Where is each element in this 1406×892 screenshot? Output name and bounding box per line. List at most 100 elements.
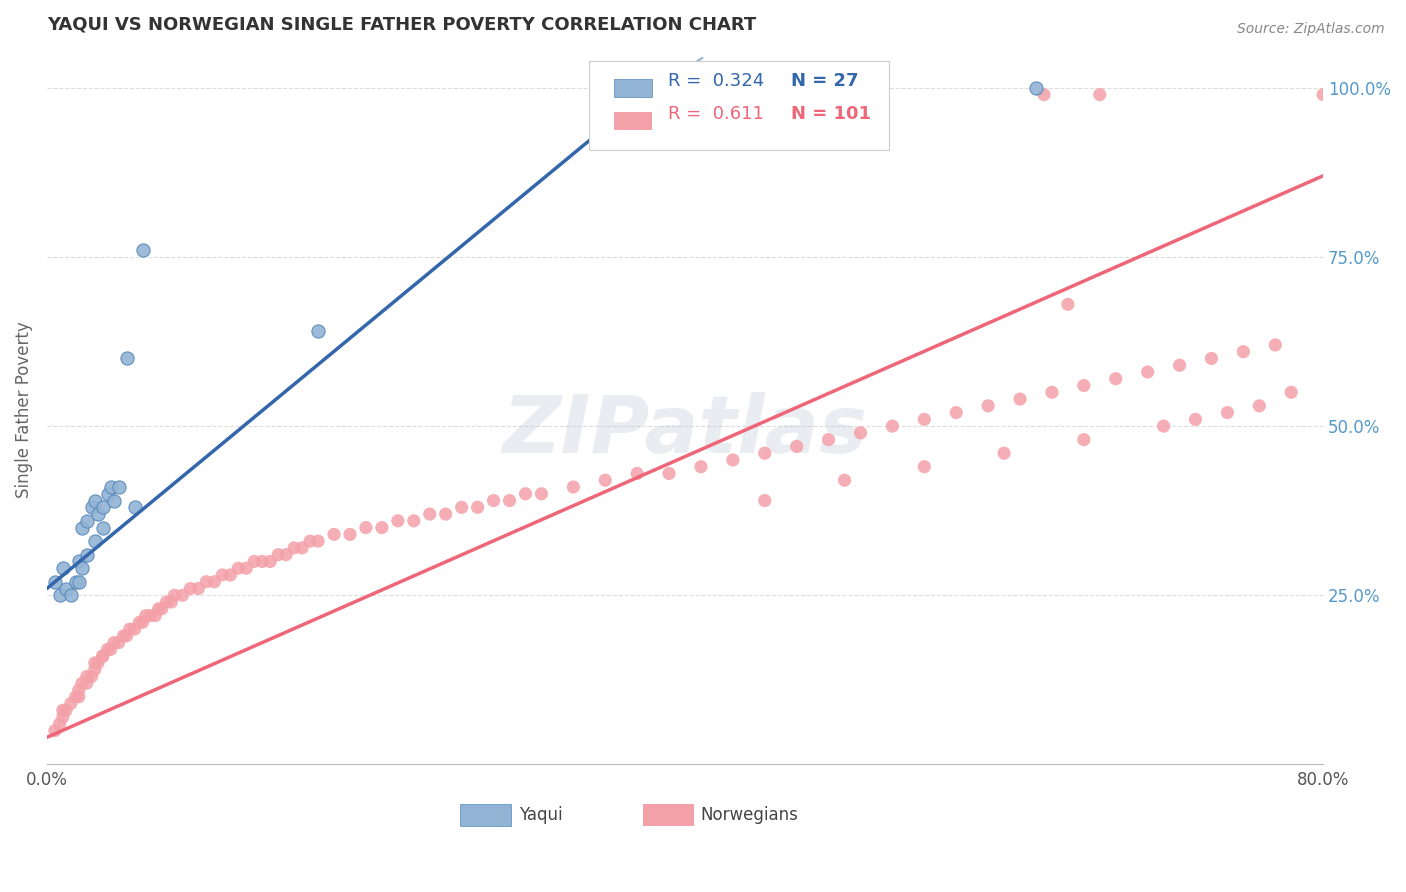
Point [52,710,75,724]
Point [76,676,98,690]
Point [150,602,173,616]
Point [118,622,141,636]
Point [299,534,322,549]
FancyBboxPatch shape [589,62,889,150]
Text: R =  0.611: R = 0.611 [668,104,765,123]
Point [76,514,98,528]
Text: Norwegians: Norwegians [700,805,799,824]
Point [1279,385,1302,400]
Point [1008,392,1031,406]
Point [52,703,75,717]
Point [912,412,935,426]
Point [450,500,472,515]
Point [163,588,186,602]
Point [252,554,274,568]
Point [115,351,138,366]
Point [1088,87,1111,102]
Point [172,588,194,602]
Point [131,615,153,630]
Point [128,615,150,630]
Point [100,642,122,657]
Point [1201,351,1223,366]
Point [235,561,257,575]
FancyBboxPatch shape [643,805,695,825]
Point [817,433,839,447]
Point [83,493,105,508]
FancyBboxPatch shape [613,112,652,130]
Point [67,574,90,589]
Point [307,534,329,549]
Text: Yaqui: Yaqui [519,805,562,824]
Point [307,325,329,339]
Text: ZIPatlas: ZIPatlas [502,392,868,469]
Point [83,663,105,677]
Point [44,574,66,589]
Text: N = 27: N = 27 [792,72,859,90]
Point [786,439,808,453]
Point [434,507,457,521]
Point [195,574,218,589]
Point [91,520,114,534]
Point [67,690,90,704]
Point [626,467,648,481]
Point [1264,338,1286,352]
Point [83,656,105,670]
Point [76,669,98,683]
Point [323,527,346,541]
Point [103,635,125,649]
Point [834,473,856,487]
Point [145,608,167,623]
Point [70,676,93,690]
Point [135,608,157,623]
Point [658,467,681,481]
Point [419,507,441,521]
Point [160,595,183,609]
Point [1216,406,1239,420]
Point [91,500,114,515]
Point [80,500,103,515]
Point [387,514,409,528]
Point [754,446,776,460]
Point [562,480,585,494]
Point [354,520,377,534]
Point [1232,344,1254,359]
Point [87,507,110,521]
Point [107,480,129,494]
Point [243,554,266,568]
Point [1136,365,1159,379]
Point [91,649,114,664]
Point [1040,385,1063,400]
Point [291,541,314,555]
Point [139,608,162,623]
FancyBboxPatch shape [613,78,652,97]
Point [228,561,250,575]
Point [219,568,242,582]
Point [912,459,935,474]
Point [107,635,129,649]
Point [882,419,904,434]
Point [48,716,70,731]
Point [721,453,744,467]
Point [55,582,77,596]
Point [515,487,537,501]
Point [65,690,87,704]
Point [593,473,616,487]
Point [202,574,225,589]
Point [96,487,118,501]
Point [1249,399,1271,413]
Text: R =  0.324: R = 0.324 [668,72,765,90]
Point [211,568,233,582]
Point [1312,87,1334,102]
Text: Source: ZipAtlas.com: Source: ZipAtlas.com [1237,22,1385,37]
Point [1033,87,1056,102]
Point [1073,433,1095,447]
Point [52,561,75,575]
Point [83,534,105,549]
FancyBboxPatch shape [460,805,512,825]
Point [148,602,170,616]
Point [59,588,82,602]
Point [103,493,125,508]
Point [65,574,87,589]
Point [155,595,177,609]
Point [1025,80,1047,95]
